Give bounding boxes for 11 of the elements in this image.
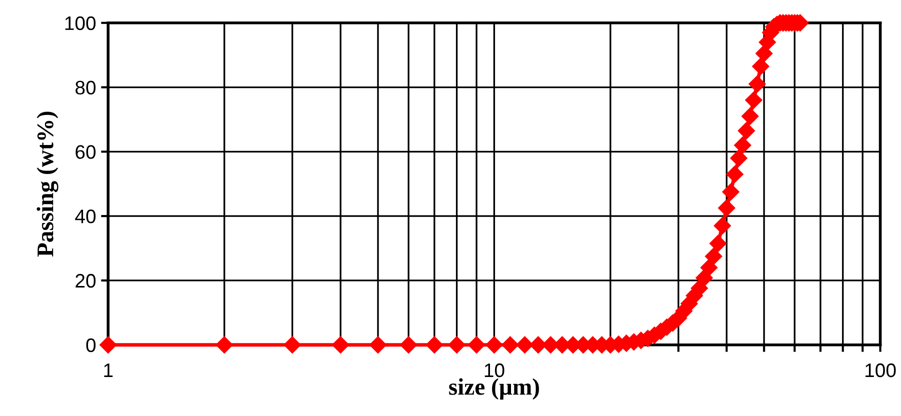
y-tick-label: 60	[76, 145, 96, 159]
x-tick-label: 10	[484, 363, 504, 378]
y-axis-title: Passing (wt%)	[36, 112, 58, 257]
y-tick-label: 80	[76, 80, 96, 95]
x-tick-label: 100	[866, 363, 896, 378]
y-tick-label: 40	[75, 210, 96, 224]
y-tick-label: 0	[86, 338, 96, 352]
y-tick-label: 100	[65, 16, 96, 30]
x-tick-label: 1	[104, 364, 113, 378]
x-axis-title: size (µm)	[449, 378, 539, 400]
y-tick-label: 20	[76, 274, 96, 288]
